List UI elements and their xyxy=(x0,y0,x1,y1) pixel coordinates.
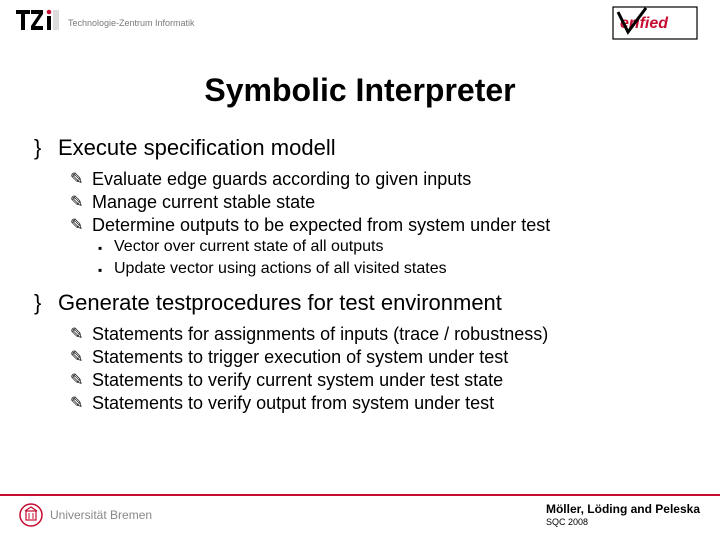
pen-bullet-icon: ✎ xyxy=(70,192,92,212)
university-logo-block: Universität Bremen xyxy=(18,502,152,528)
university-crest-icon xyxy=(18,502,44,528)
header-bar: Technologie-Zentrum Informatik erified xyxy=(0,0,720,48)
sub-list-item: ▪ Vector over current state of all outpu… xyxy=(98,238,690,258)
list-item-text: Determine outputs to be expected from sy… xyxy=(92,215,550,236)
list-item-text: Statements to verify output from system … xyxy=(92,393,494,414)
university-name: Universität Bremen xyxy=(50,508,152,522)
pen-bullet-icon: ✎ xyxy=(70,215,92,235)
list-item: ✎ Statements to verify output from syste… xyxy=(70,393,690,414)
footer-bar: Universität Bremen Möller, Löding and Pe… xyxy=(0,494,720,540)
sub-list-item: ▪ Update vector using actions of all vis… xyxy=(98,260,690,280)
slide-title: Symbolic Interpreter xyxy=(0,72,720,109)
verified-logo-icon: erified xyxy=(612,6,698,40)
pen-bullet-icon: ✎ xyxy=(70,169,92,189)
brace-bullet-icon: } xyxy=(34,290,58,316)
square-bullet-icon: ▪ xyxy=(98,260,114,280)
event-text: SQC 2008 xyxy=(546,517,700,527)
list-item: ✎ Evaluate edge guards according to give… xyxy=(70,169,690,190)
section-heading: } Execute specification modell xyxy=(34,135,690,161)
list-item-text: Evaluate edge guards according to given … xyxy=(92,169,471,190)
pen-bullet-icon: ✎ xyxy=(70,347,92,367)
section-heading: } Generate testprocedures for test envir… xyxy=(34,290,690,316)
list-item: ✎ Statements to trigger execution of sys… xyxy=(70,347,690,368)
list-item: ✎ Determine outputs to be expected from … xyxy=(70,215,690,236)
sub-list-item-text: Update vector using actions of all visit… xyxy=(114,260,447,278)
slide-content: } Execute specification modell ✎ Evaluat… xyxy=(0,135,720,414)
authors-text: Möller, Löding and Peleska xyxy=(546,502,700,516)
list-item-text: Statements for assignments of inputs (tr… xyxy=(92,324,548,345)
pen-bullet-icon: ✎ xyxy=(70,370,92,390)
list-item: ✎ Statements to verify current system un… xyxy=(70,370,690,391)
pen-bullet-icon: ✎ xyxy=(70,324,92,344)
list-item: ✎ Statements for assignments of inputs (… xyxy=(70,324,690,345)
section-heading-text: Generate testprocedures for test environ… xyxy=(58,290,502,316)
list-item: ✎ Manage current stable state xyxy=(70,192,690,213)
brace-bullet-icon: } xyxy=(34,135,58,161)
tzi-logo-block: Technologie-Zentrum Informatik xyxy=(16,8,195,38)
square-bullet-icon: ▪ xyxy=(98,238,114,258)
section-heading-text: Execute specification modell xyxy=(58,135,336,161)
list-item-text: Statements to trigger execution of syste… xyxy=(92,347,508,368)
list-item-text: Manage current stable state xyxy=(92,192,315,213)
pen-bullet-icon: ✎ xyxy=(70,393,92,413)
tzi-logo-icon xyxy=(16,8,60,38)
list-item-text: Statements to verify current system unde… xyxy=(92,370,503,391)
tzi-label: Technologie-Zentrum Informatik xyxy=(68,18,195,28)
footer-credits: Möller, Löding and Peleska SQC 2008 xyxy=(546,502,700,527)
sub-list-item-text: Vector over current state of all outputs xyxy=(114,238,383,256)
